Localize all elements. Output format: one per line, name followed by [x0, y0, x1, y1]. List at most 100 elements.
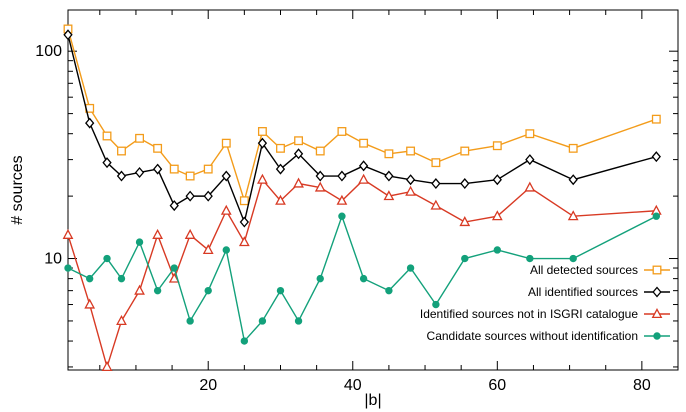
data-point	[134, 166, 145, 178]
data-point	[359, 274, 368, 283]
data-point	[117, 274, 126, 283]
data-point	[493, 246, 502, 254]
data-point	[204, 286, 212, 295]
data-point	[275, 194, 286, 205]
legend-marker	[652, 265, 662, 275]
data-point	[186, 317, 194, 325]
data-point	[384, 149, 394, 159]
data-point	[238, 236, 250, 247]
legend-label: All detected sources	[530, 263, 638, 277]
data-point	[385, 286, 393, 295]
data-point	[257, 137, 268, 149]
data-point	[153, 286, 162, 295]
data-point	[62, 228, 74, 239]
data-point	[276, 286, 285, 295]
data-point	[84, 298, 96, 309]
x-tick-label: 80	[633, 377, 651, 394]
series-1	[63, 24, 661, 206]
data-point	[430, 199, 442, 210]
data-point	[316, 274, 324, 283]
x-tick-label: 40	[344, 377, 362, 394]
legend-label: Candidate sources without identification	[427, 329, 638, 343]
legend-marker	[651, 308, 663, 319]
data-point	[116, 314, 127, 325]
data-point	[336, 194, 348, 205]
data-point	[432, 300, 440, 309]
data-point	[492, 141, 502, 151]
data-point	[567, 210, 579, 221]
data-point	[491, 210, 503, 221]
y-tick-label: 100	[35, 43, 62, 60]
data-point	[185, 190, 195, 202]
data-point	[406, 146, 416, 156]
data-point	[459, 216, 471, 227]
data-point	[651, 151, 661, 163]
data-point	[240, 337, 249, 345]
data-point	[221, 138, 231, 148]
data-point	[406, 264, 415, 272]
data-point	[294, 317, 303, 325]
data-point	[294, 136, 304, 146]
data-point	[525, 154, 535, 166]
data-point	[169, 200, 179, 212]
data-point	[85, 274, 94, 283]
legend-marker	[652, 286, 662, 298]
plot-frame	[67, 9, 679, 371]
data-point	[524, 181, 536, 192]
data-point	[315, 170, 325, 182]
data-point	[117, 146, 126, 156]
data-point	[221, 170, 231, 182]
data-point	[116, 170, 127, 182]
data-point	[257, 173, 268, 184]
data-point	[101, 360, 113, 371]
legend-marker	[653, 332, 661, 340]
series-line	[67, 28, 657, 204]
data-point	[185, 171, 195, 181]
data-point	[460, 178, 470, 190]
data-point	[220, 204, 232, 215]
series-4	[64, 212, 661, 345]
data-point	[275, 163, 286, 175]
data-point	[153, 143, 163, 153]
data-point	[359, 138, 369, 148]
x-tick-label: 60	[488, 377, 506, 394]
data-point	[152, 163, 163, 175]
data-point	[383, 190, 395, 201]
data-point	[276, 143, 285, 153]
y-tick-label: 10	[44, 251, 62, 268]
y-axis-title: # sources	[9, 155, 26, 224]
data-point	[203, 190, 213, 202]
data-point	[526, 254, 534, 263]
series-line	[67, 34, 657, 225]
data-point	[202, 243, 214, 254]
data-point	[431, 178, 441, 190]
legend-label: All identified sources	[528, 285, 638, 299]
data-point	[315, 146, 325, 156]
data-point	[102, 157, 112, 169]
data-point	[257, 127, 267, 136]
data-point	[103, 254, 111, 263]
data-point	[135, 238, 144, 246]
data-point	[258, 317, 267, 325]
data-point	[168, 272, 180, 283]
series-3	[62, 173, 662, 371]
legend: All detected sources All identified sourc…	[420, 263, 670, 343]
data-point	[203, 164, 213, 174]
data-point	[293, 148, 304, 160]
data-point	[293, 177, 304, 188]
series-2	[63, 29, 661, 228]
data-point	[152, 228, 164, 239]
data-point	[169, 164, 179, 174]
series-layer	[62, 24, 662, 371]
data-point	[337, 127, 347, 136]
data-point	[358, 160, 369, 172]
data-point	[431, 158, 441, 168]
data-point	[64, 264, 72, 272]
data-point	[461, 254, 469, 263]
data-point	[492, 174, 502, 186]
data-point	[460, 146, 470, 156]
data-point	[314, 181, 326, 192]
data-point	[525, 129, 535, 139]
data-point	[384, 170, 394, 182]
